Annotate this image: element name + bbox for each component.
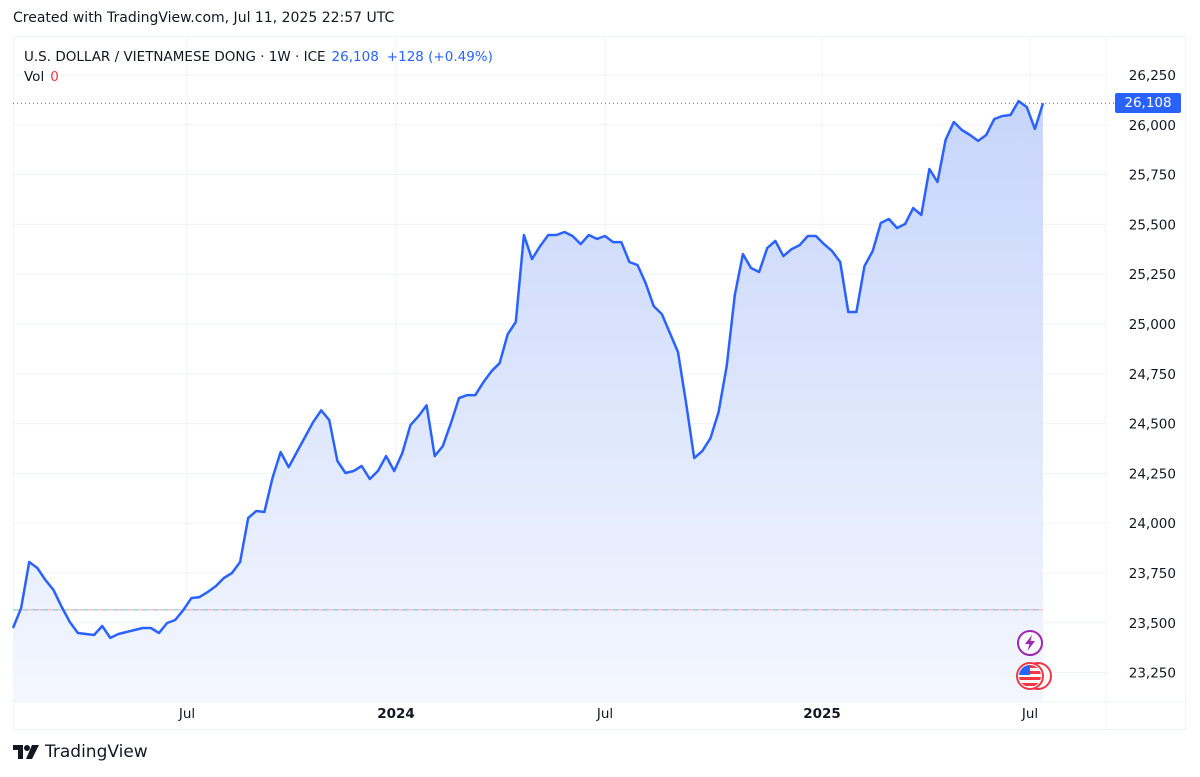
price-change: +128 (+0.49%) bbox=[386, 49, 493, 65]
y-axis-tick-label: 23,750 bbox=[1129, 566, 1176, 582]
footer-brand[interactable]: TradingView bbox=[13, 742, 148, 762]
chart-frame bbox=[13, 36, 1186, 730]
price-line bbox=[11, 99, 1045, 640]
created-with-caption: Created with TradingView.com, Jul 11, 20… bbox=[13, 10, 395, 26]
y-axis-tick-label: 25,250 bbox=[1129, 267, 1176, 283]
last-price-tag: 26,108 bbox=[1115, 93, 1181, 113]
volume-value: 0 bbox=[50, 69, 59, 85]
y-axis-tick-label: 25,750 bbox=[1129, 168, 1176, 184]
chart-legend: U.S. DOLLAR / VIETNAMESE DONG · 1W · ICE… bbox=[24, 47, 493, 87]
x-axis-tick-label: 2024 bbox=[377, 706, 415, 722]
y-axis-tick-label: 24,000 bbox=[1129, 516, 1176, 532]
y-axis-tick-label: 26,250 bbox=[1129, 68, 1176, 84]
y-axis-tick-label: 23,250 bbox=[1129, 666, 1176, 682]
x-axis-tick-label: 2025 bbox=[803, 706, 841, 722]
brand-name: TradingView bbox=[45, 742, 148, 762]
x-axis-tick-label: Jul bbox=[1021, 706, 1038, 722]
x-axis-tick-label: Jul bbox=[596, 706, 613, 722]
y-axis-tick-label: 25,500 bbox=[1129, 217, 1176, 233]
y-axis-tick-label: 24,750 bbox=[1129, 367, 1176, 383]
tradingview-logo-icon bbox=[13, 745, 39, 759]
y-axis-tick-label: 24,500 bbox=[1129, 417, 1176, 433]
lightning-icon[interactable] bbox=[1016, 629, 1044, 661]
y-axis-tick-label: 23,500 bbox=[1129, 616, 1176, 632]
x-axis-tick-label: Jul bbox=[178, 706, 195, 722]
us-flag-icon[interactable] bbox=[1015, 660, 1055, 696]
volume-label[interactable]: Vol bbox=[24, 69, 45, 85]
symbol-title[interactable]: U.S. DOLLAR / VIETNAMESE DONG · 1W · ICE bbox=[24, 49, 326, 65]
y-axis-tick-label: 25,000 bbox=[1129, 317, 1176, 333]
y-axis-tick-label: 26,000 bbox=[1129, 118, 1176, 134]
y-axis-tick-label: 24,250 bbox=[1129, 466, 1176, 482]
area-fill bbox=[13, 101, 1043, 703]
last-price: 26,108 bbox=[331, 49, 379, 65]
